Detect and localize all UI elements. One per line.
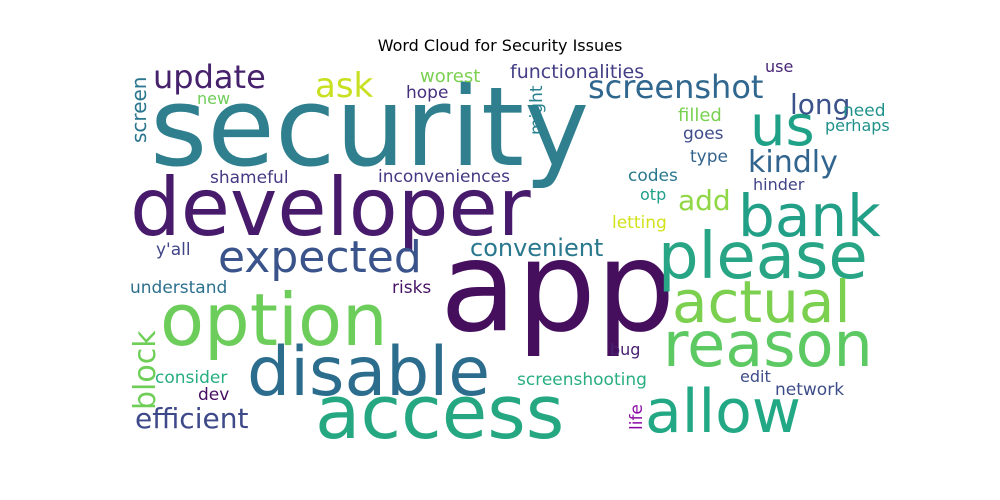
word-codes: codes [628,166,678,186]
word-developer: developer [130,161,531,254]
word-consider: consider [155,368,227,388]
word-functionalities: functionalities [510,61,644,83]
word-screenshot: screenshot [588,68,763,106]
word-network: network [775,380,844,400]
word-use: use [765,57,793,76]
word-access: access [315,370,564,456]
word-app: app [440,215,675,360]
word-goes: goes [683,124,724,144]
word-us: us [750,94,815,159]
word-risks: risks [392,278,431,298]
word-filled: filled [678,105,722,126]
word-need: need [843,101,885,121]
word-ask: ask [315,66,374,106]
word-inconveniences: inconveniences [378,167,510,187]
chart-title: Word Cloud for Security Issues [377,36,623,55]
word-security: security [150,63,589,191]
word-screenshooting: screenshooting [517,370,647,390]
word-might: might [527,85,547,135]
word-kindly: kindly [748,145,838,180]
word-actual: actual [672,268,851,336]
word-hinder: hinder [753,175,805,194]
word-otp: otp [640,185,666,204]
word-expected: expected [218,232,422,283]
word-screen: screen [127,77,151,143]
word-y-all: y'all [156,240,191,260]
word-edit: edit [740,367,771,386]
word-reason: reason [663,308,873,381]
word-update: update [153,58,266,96]
word-hope: hope [406,83,448,103]
word-letting: letting [612,213,667,233]
word-please: please [658,220,868,294]
word-life: life [627,404,647,430]
word-option: option [160,278,388,362]
word-block: block [128,330,163,410]
word-disable: disable [247,333,490,412]
word-bug: bug [610,340,640,359]
word-worest: worest [420,66,480,87]
word-perhaps: perhaps [825,116,890,135]
word-shameful: shameful [210,168,289,188]
word-convenient: convenient [470,234,603,262]
word-understand: understand [130,278,227,298]
word-efficient: efficient [135,402,248,435]
word-long: long [790,88,850,121]
word-dev: dev [198,385,229,405]
word-type: type [690,147,728,167]
word-bank: bank [738,182,881,250]
word-add: add [678,184,731,217]
word-allow: allow [645,377,801,447]
word-new: new [197,89,230,108]
